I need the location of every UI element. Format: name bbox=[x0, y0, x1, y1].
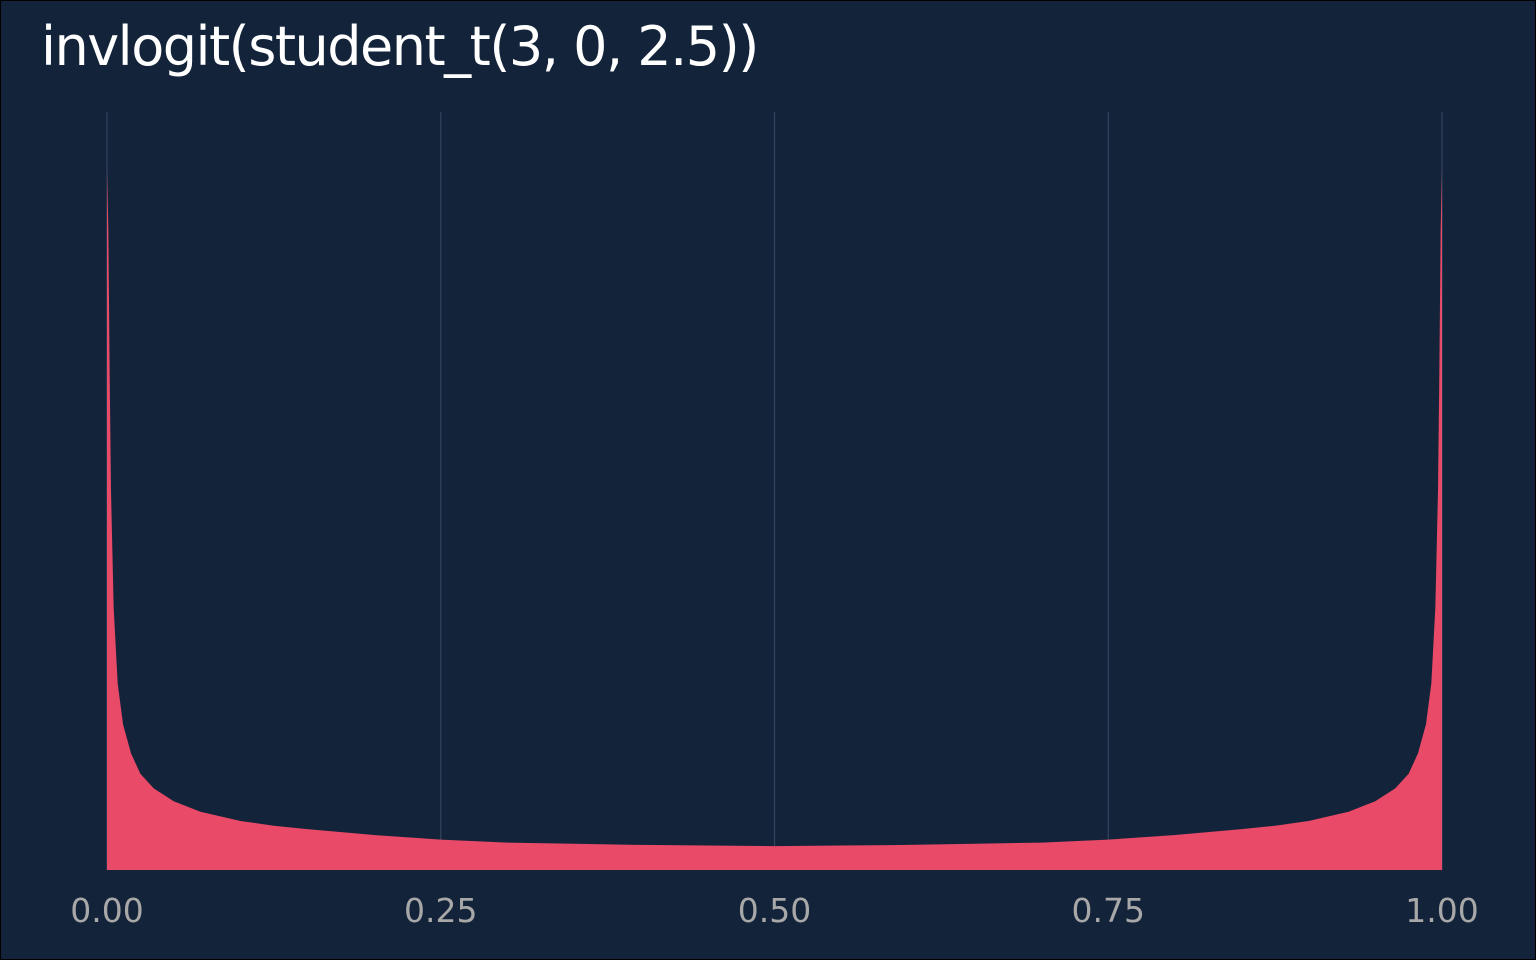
x-tick-label-1: 0.25 bbox=[404, 891, 477, 930]
x-tick-label-3: 0.75 bbox=[1072, 891, 1145, 930]
x-tick-label-2: 0.50 bbox=[738, 891, 811, 930]
chart-title: invlogit(student_t(3, 0, 2.5)) bbox=[41, 15, 759, 78]
x-axis-ticks: 0.00 0.25 0.50 0.75 1.00 bbox=[70, 891, 1478, 930]
grid-lines bbox=[106, 112, 1443, 870]
x-tick-label-0: 0.00 bbox=[70, 891, 143, 930]
x-tick-label-4: 1.00 bbox=[1405, 891, 1478, 930]
